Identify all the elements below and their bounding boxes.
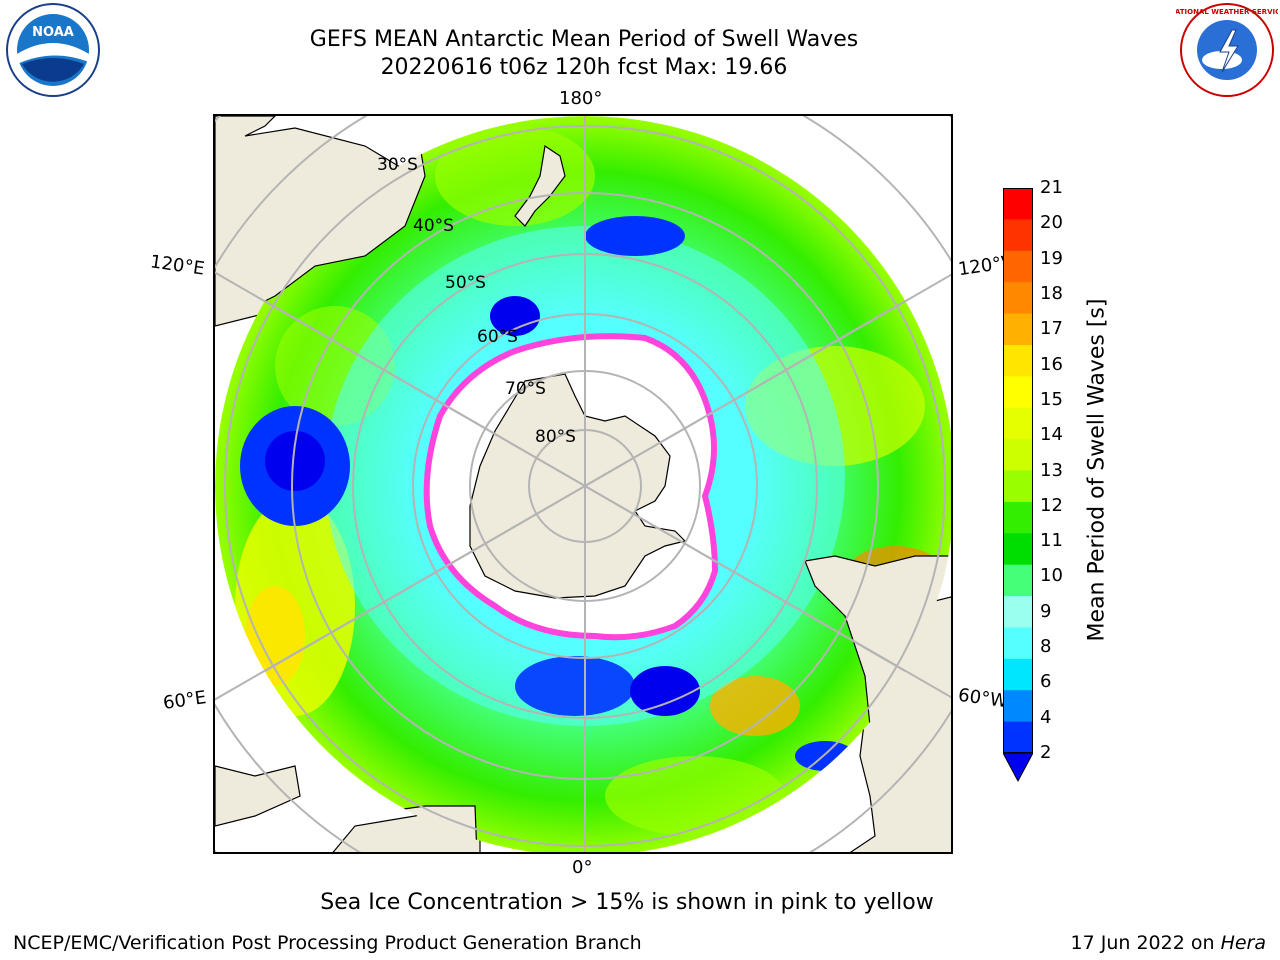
footer-host: Hera <box>1220 932 1266 954</box>
colorbar-band <box>1003 439 1033 471</box>
lon-label-60w: 60°W <box>956 684 1009 713</box>
colorbar-band <box>1003 282 1033 315</box>
colorbar-tick-label: 9 <box>1040 600 1052 622</box>
colorbar <box>1003 188 1033 783</box>
colorbar-band <box>1003 721 1033 754</box>
colorbar-tick-label: 2 <box>1040 742 1052 763</box>
chart-title: GEFS MEAN Antarctic Mean Period of Swell… <box>309 27 859 52</box>
latitude-labels: 30°S 40°S 50°S 60°S 70°S 80°S <box>377 155 576 447</box>
colorbar-band <box>1003 219 1033 252</box>
colorbar-tick-label: 15 <box>1040 388 1063 410</box>
colorbar-band <box>1003 376 1033 409</box>
colorbar-band <box>1003 188 1033 220</box>
colorbar-band <box>1003 690 1033 723</box>
polar-map: 30°S 40°S 50°S 60°S 70°S 80°S <box>215 116 951 852</box>
colorbar-band <box>1003 564 1033 597</box>
lat-label-70: 70°S <box>505 379 546 399</box>
colorbar-band <box>1003 658 1033 691</box>
footer-branch: NCEP/EMC/Verification Post Processing Pr… <box>13 932 642 954</box>
colorbar-band <box>1003 407 1033 440</box>
footer-date-text: 17 Jun 2022 on <box>1070 932 1221 954</box>
colorbar-border <box>1003 188 1033 753</box>
chart-subtitle: 20220616 t06z 120h fcst Max: 19.66 <box>380 55 788 80</box>
colorbar-band <box>1003 533 1033 566</box>
graticule <box>215 116 951 852</box>
lon-label-60e: 60°E <box>161 687 208 714</box>
noaa-logo: NOAA <box>6 3 100 97</box>
lat-label-40: 40°S <box>413 216 454 236</box>
colorbar-tick-label: 20 <box>1040 212 1063 234</box>
colorbar-tick-label: 6 <box>1040 671 1052 693</box>
colorbar-band <box>1003 501 1033 534</box>
colorbar-tick-label: 14 <box>1040 424 1063 446</box>
colorbar-band <box>1003 250 1033 283</box>
colorbar-tick-label: 11 <box>1040 530 1063 552</box>
map-caption: Sea Ice Concentration > 15% is shown in … <box>320 890 934 915</box>
colorbar-tick-label: 13 <box>1040 459 1063 481</box>
colorbar-band <box>1003 313 1033 346</box>
footer-date: 17 Jun 2022 on Hera <box>1071 932 1266 954</box>
colorbar-label: Mean Period of Swell Waves [s] <box>1084 298 1110 642</box>
colorbar-tick-label: 10 <box>1040 565 1063 587</box>
colorbar-band <box>1003 627 1033 660</box>
lat-label-60: 60°S <box>477 327 518 347</box>
lat-label-30: 30°S <box>377 155 418 175</box>
colorbar-tick-label: 18 <box>1040 282 1063 304</box>
colorbar-tick-label: 17 <box>1040 318 1063 340</box>
colorbar-extend <box>1003 752 1033 783</box>
lon-label-0: 0° <box>572 857 593 878</box>
lon-label-120e: 120°E <box>148 251 206 280</box>
colorbar-tick-label: 12 <box>1040 494 1063 516</box>
colorbar-band <box>1003 344 1033 377</box>
colorbar-tick-label: 4 <box>1040 706 1052 728</box>
colorbar-band <box>1003 470 1033 503</box>
colorbar-tick-label: 19 <box>1040 247 1063 269</box>
lat-label-50: 50°S <box>445 273 486 293</box>
colorbar-tick-label: 16 <box>1040 353 1063 375</box>
lat-label-80: 80°S <box>535 427 576 447</box>
colorbar-band <box>1003 596 1033 628</box>
noaa-logo-text: NOAA <box>32 25 74 40</box>
map-panel: 30°S 40°S 50°S 60°S 70°S 80°S <box>213 114 953 854</box>
colorbar-tick-label: 8 <box>1040 636 1052 658</box>
colorbar-tick-label: 21 <box>1040 177 1063 198</box>
nws-logo: NATIONAL WEATHER SERVICE <box>1176 3 1278 97</box>
svg-text:NATIONAL WEATHER SERVICE: NATIONAL WEATHER SERVICE <box>1176 8 1278 16</box>
lon-label-180: 180° <box>559 88 603 109</box>
